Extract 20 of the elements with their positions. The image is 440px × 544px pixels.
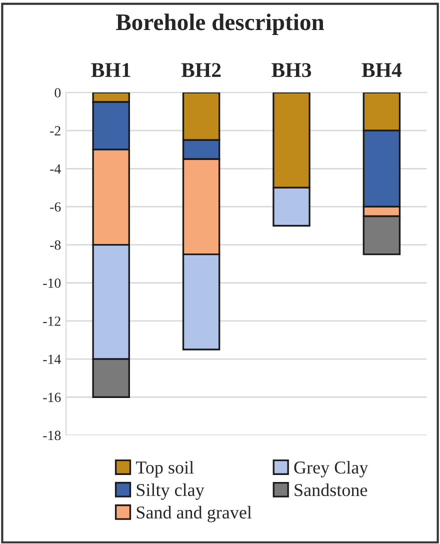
y-tick-label: -10 bbox=[43, 278, 61, 288]
y-tick-label: -16 bbox=[43, 392, 61, 402]
y-tick-label: -2 bbox=[50, 126, 60, 136]
y-tick-label: -14 bbox=[43, 354, 61, 364]
x-tick-label: BH4 bbox=[362, 63, 402, 77]
y-tick-label: 0 bbox=[54, 88, 61, 98]
y-tick-label: -12 bbox=[43, 316, 60, 326]
legend-label: Grey Clay bbox=[294, 460, 368, 478]
y-tick-label: -4 bbox=[50, 164, 61, 174]
y-tick-label: -8 bbox=[50, 240, 61, 250]
y-tick-label: -6 bbox=[50, 202, 61, 212]
x-tick-label: BH2 bbox=[181, 63, 221, 77]
legend-label: Sand and gravel bbox=[136, 506, 252, 522]
x-tick-label: BH3 bbox=[272, 63, 312, 78]
legend-label: Sandstone bbox=[294, 483, 368, 496]
legend-label: Silty clay bbox=[136, 483, 204, 500]
chart-title: Borehole description bbox=[116, 14, 324, 36]
legend-label: Top soil bbox=[136, 460, 194, 478]
x-tick-label: BH1 bbox=[91, 63, 130, 77]
y-tick-label: -18 bbox=[43, 430, 61, 440]
